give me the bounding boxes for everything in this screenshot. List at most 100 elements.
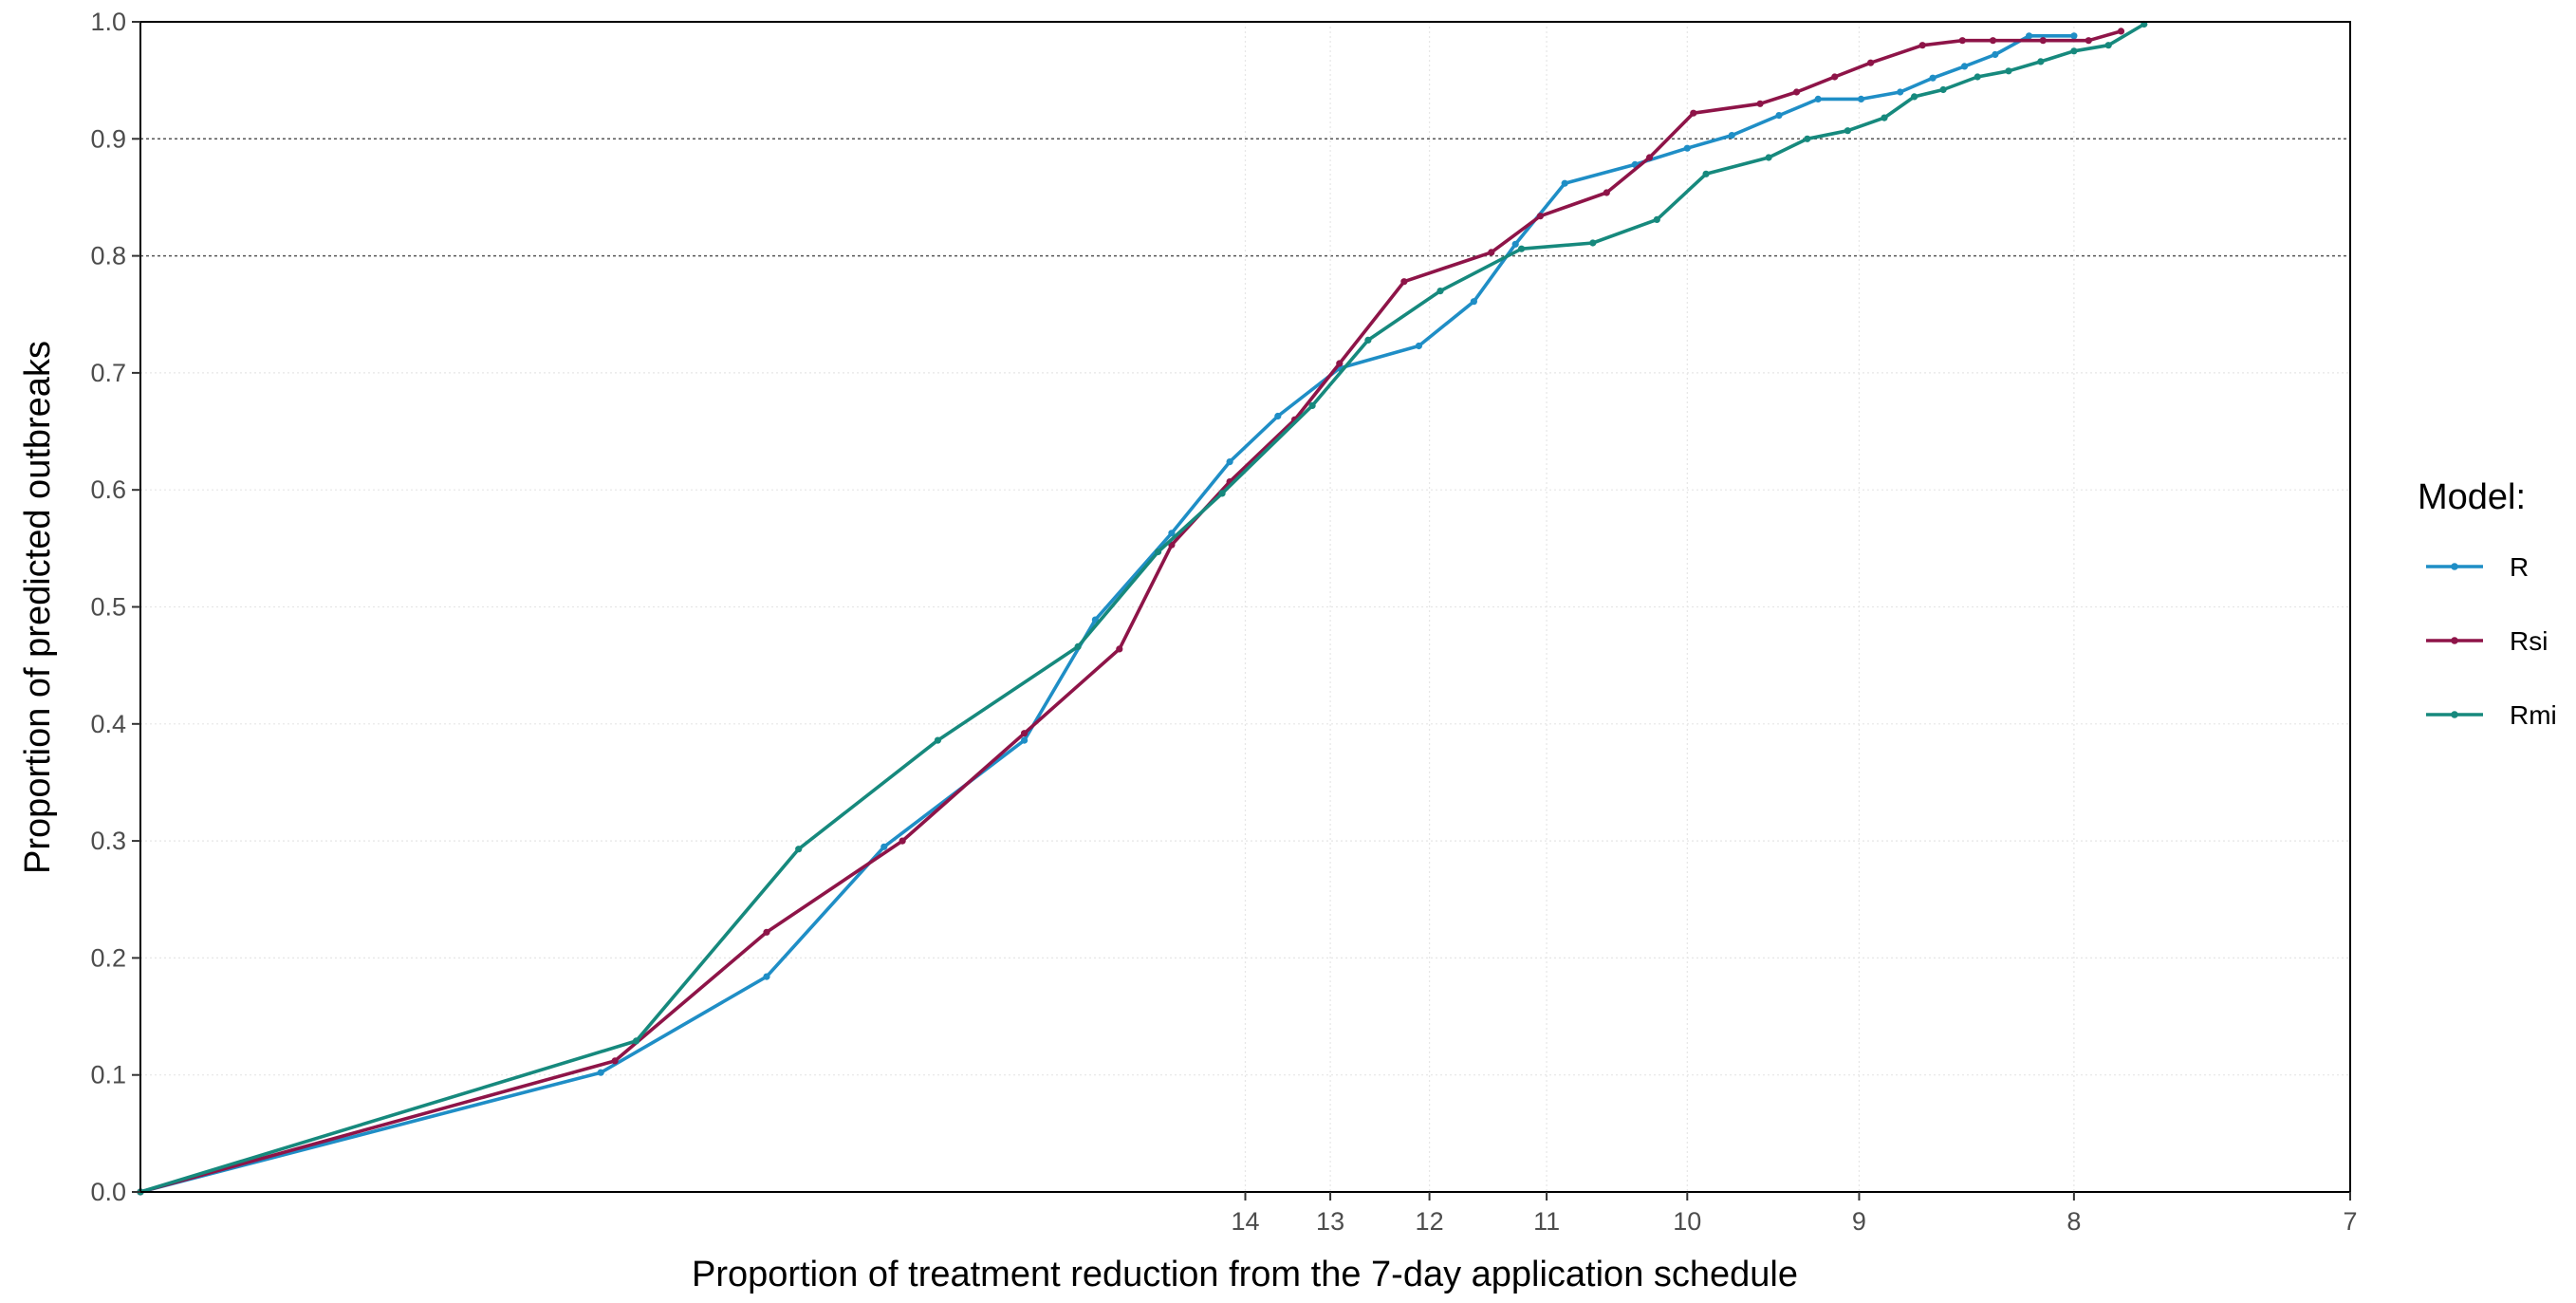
x-tick-label: 10 <box>1673 1207 1701 1236</box>
data-point-r <box>1960 63 1969 70</box>
legend-key-point-rsi <box>2451 637 2458 644</box>
series-line-rsi <box>139 29 2122 1194</box>
x-tick-label: 14 <box>1231 1207 1259 1236</box>
data-point-rmi <box>1436 288 1444 295</box>
data-point-rmi <box>1911 93 1918 101</box>
data-point-rsi <box>1958 37 1966 45</box>
y-tick-label: 0.2 <box>90 943 126 972</box>
data-point-rmi <box>1308 401 1316 409</box>
data-point-rsi <box>763 928 770 936</box>
data-point-rsi <box>1989 37 1997 45</box>
data-point-rmi <box>1765 154 1772 161</box>
y-tick-label: 0.3 <box>90 827 126 855</box>
data-point-rmi <box>2070 47 2078 55</box>
data-point-r <box>1226 458 1233 466</box>
data-point-r <box>880 843 888 850</box>
y-tick-label: 0.8 <box>90 242 126 270</box>
x-tick-label: 8 <box>2066 1207 2081 1236</box>
data-point-r <box>1274 412 1282 420</box>
y-tick-label: 0.6 <box>90 475 126 504</box>
x-tick-label: 11 <box>1533 1207 1560 1236</box>
legend: Model: R Rsi Rmi <box>2418 477 2557 730</box>
data-point-rmi <box>2037 58 2045 65</box>
x-tick-label: 12 <box>1416 1207 1444 1236</box>
y-tick-label: 0.9 <box>90 124 126 153</box>
data-point-rsi <box>611 1057 619 1065</box>
data-point-rmi <box>1939 85 1947 94</box>
data-point-rsi <box>899 837 906 845</box>
data-point-rsi <box>1603 189 1610 196</box>
data-point-rmi <box>1074 642 1082 651</box>
legend-title: Model: <box>2418 477 2526 517</box>
series-layer <box>137 20 2148 1196</box>
legend-label-rmi: Rmi <box>2510 700 2557 730</box>
data-point-rsi <box>1831 73 1839 81</box>
x-tick-label: 13 <box>1316 1207 1344 1236</box>
data-point-r <box>2026 32 2033 40</box>
data-point-rsi <box>1400 278 1408 286</box>
x-tick-label: 9 <box>1852 1207 1866 1236</box>
axes-layer: 0.0 0.1 0.2 0.3 0.4 0.5 0.6 0.7 0.8 0.9 1.0 14 13 12 1… <box>90 8 2357 1236</box>
data-point-rmi <box>1844 127 1851 135</box>
data-point-r <box>1683 144 1691 152</box>
data-point-rsi <box>2117 28 2125 35</box>
data-point-rmi <box>1218 490 1226 497</box>
data-point-rsi <box>1336 360 1344 367</box>
legend-label-r: R <box>2510 552 2529 582</box>
data-point-rsi <box>1867 59 1875 66</box>
data-point-rmi <box>2005 67 2012 75</box>
y-tick-label: 0.1 <box>90 1061 126 1089</box>
legend-key-point-r <box>2451 563 2458 570</box>
y-tick-label: 1.0 <box>90 8 126 36</box>
data-point-r <box>1929 74 1937 82</box>
data-point-rsi <box>1488 249 1495 256</box>
data-point-r <box>1415 342 1422 350</box>
data-point-r <box>763 973 770 980</box>
data-point-rsi <box>1756 100 1764 107</box>
data-point-rsi <box>2039 37 2047 45</box>
data-point-rsi <box>1116 645 1123 653</box>
x-tick-label: 7 <box>2343 1207 2357 1236</box>
data-point-r <box>2070 32 2078 40</box>
data-point-r <box>1511 240 1519 248</box>
data-point-rmi <box>1881 114 1888 121</box>
y-tick-label: 0.5 <box>90 593 126 622</box>
data-point-rmi <box>1804 135 1811 142</box>
data-point-r <box>1021 736 1029 744</box>
data-point-r <box>1814 95 1822 102</box>
data-point-rmi <box>632 1037 640 1045</box>
series-line-rmi <box>139 22 2145 1194</box>
data-point-rmi <box>1653 215 1660 223</box>
data-point-r <box>1168 530 1176 537</box>
data-point-rsi <box>1792 88 1801 96</box>
data-point-rmi <box>1589 239 1597 247</box>
data-point-r <box>1992 50 1999 59</box>
data-point-r <box>1857 95 1865 102</box>
data-point-r <box>1728 132 1735 140</box>
data-point-rmi <box>1155 548 1162 556</box>
data-point-rsi <box>1918 42 1926 49</box>
y-tick-label: 0.4 <box>90 710 126 738</box>
data-point-r <box>1775 112 1783 120</box>
grid-layer <box>140 22 2350 1192</box>
legend-label-rsi: Rsi <box>2510 626 2548 656</box>
x-axis-title: Proportion of treatment reduction from t… <box>692 1255 1798 1294</box>
data-point-rsi <box>1690 109 1697 117</box>
data-point-rmi <box>1974 73 1981 81</box>
data-point-r <box>1470 298 1477 306</box>
data-point-rmi <box>1518 245 1526 252</box>
data-point-rmi <box>1364 336 1372 344</box>
y-tick-label: 0.0 <box>90 1178 126 1206</box>
data-point-r <box>1897 88 1904 96</box>
data-point-rmi <box>934 736 942 744</box>
data-point-rsi <box>1021 730 1029 737</box>
data-point-rmi <box>795 846 803 853</box>
y-tick-label: 0.7 <box>90 359 126 387</box>
data-point-rmi <box>2104 42 2112 49</box>
data-point-r <box>597 1069 604 1076</box>
legend-key-point-rmi <box>2451 711 2458 718</box>
data-point-rsi <box>1536 213 1544 220</box>
data-point-r <box>1561 179 1568 187</box>
